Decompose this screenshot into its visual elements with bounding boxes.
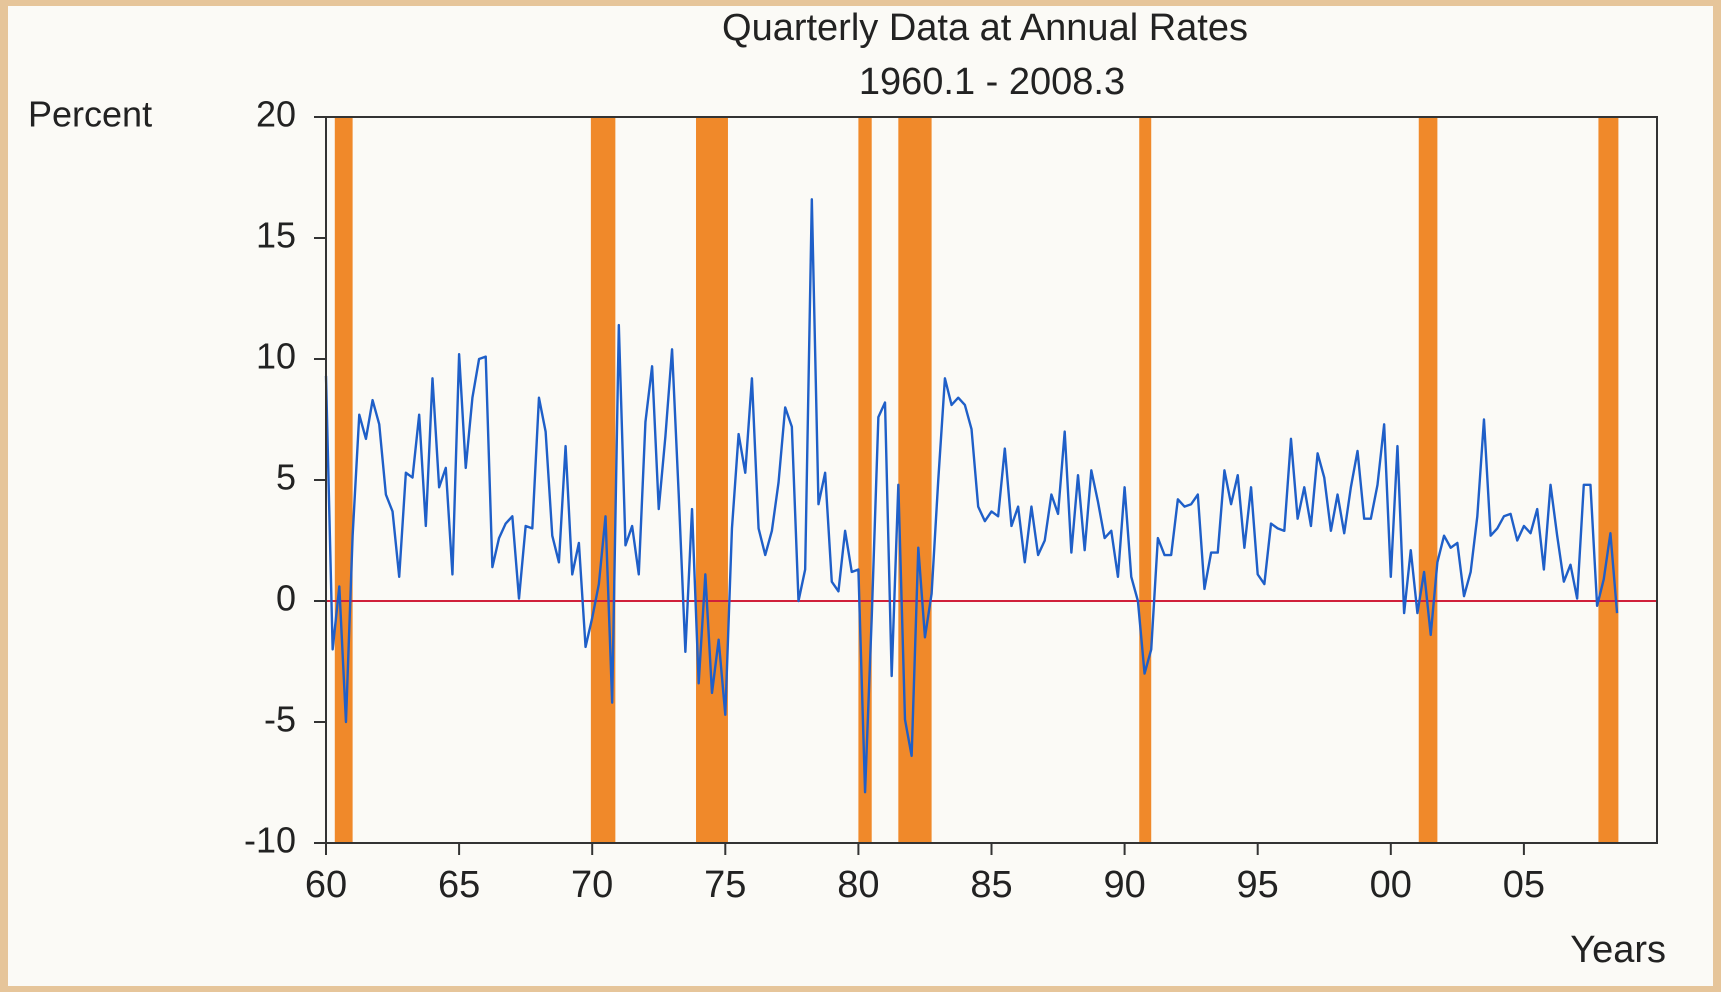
- chart-title: Quarterly Data at Annual Rates: [722, 7, 1248, 49]
- x-tick-label: 00: [1370, 864, 1412, 906]
- recession-band: [590, 117, 616, 843]
- recession-band: [696, 117, 728, 843]
- recession-band: [898, 117, 932, 843]
- recession-band: [1139, 117, 1152, 843]
- y-tick-label: 0: [276, 578, 296, 619]
- y-axis-label: Percent: [28, 94, 152, 135]
- data-line: [324, 198, 1619, 794]
- y-tick-label: 20: [256, 94, 296, 135]
- x-tick-label: 95: [1237, 864, 1279, 906]
- recession-band: [858, 117, 872, 843]
- y-tick-label: 10: [256, 336, 296, 377]
- chart-subtitle: 1960.1 - 2008.3: [859, 61, 1125, 103]
- x-tick-label: 80: [837, 864, 879, 906]
- x-tick-label: 70: [571, 864, 613, 906]
- x-axis-label: Years: [1570, 929, 1666, 971]
- y-tick-label: -10: [244, 820, 296, 861]
- recession-band: [334, 117, 353, 843]
- x-tick-label: 60: [305, 864, 347, 906]
- recession-band: [1598, 117, 1619, 843]
- x-tick-label: 85: [970, 864, 1012, 906]
- y-tick-label: 5: [276, 457, 296, 498]
- x-tick-label: 75: [704, 864, 746, 906]
- x-tick-label: 90: [1103, 864, 1145, 906]
- recession-band: [1418, 117, 1438, 843]
- x-tick-label: 05: [1503, 864, 1545, 906]
- y-tick-label: -5: [264, 699, 296, 740]
- x-tick-label: 65: [438, 864, 480, 906]
- y-tick-label: 15: [256, 215, 296, 256]
